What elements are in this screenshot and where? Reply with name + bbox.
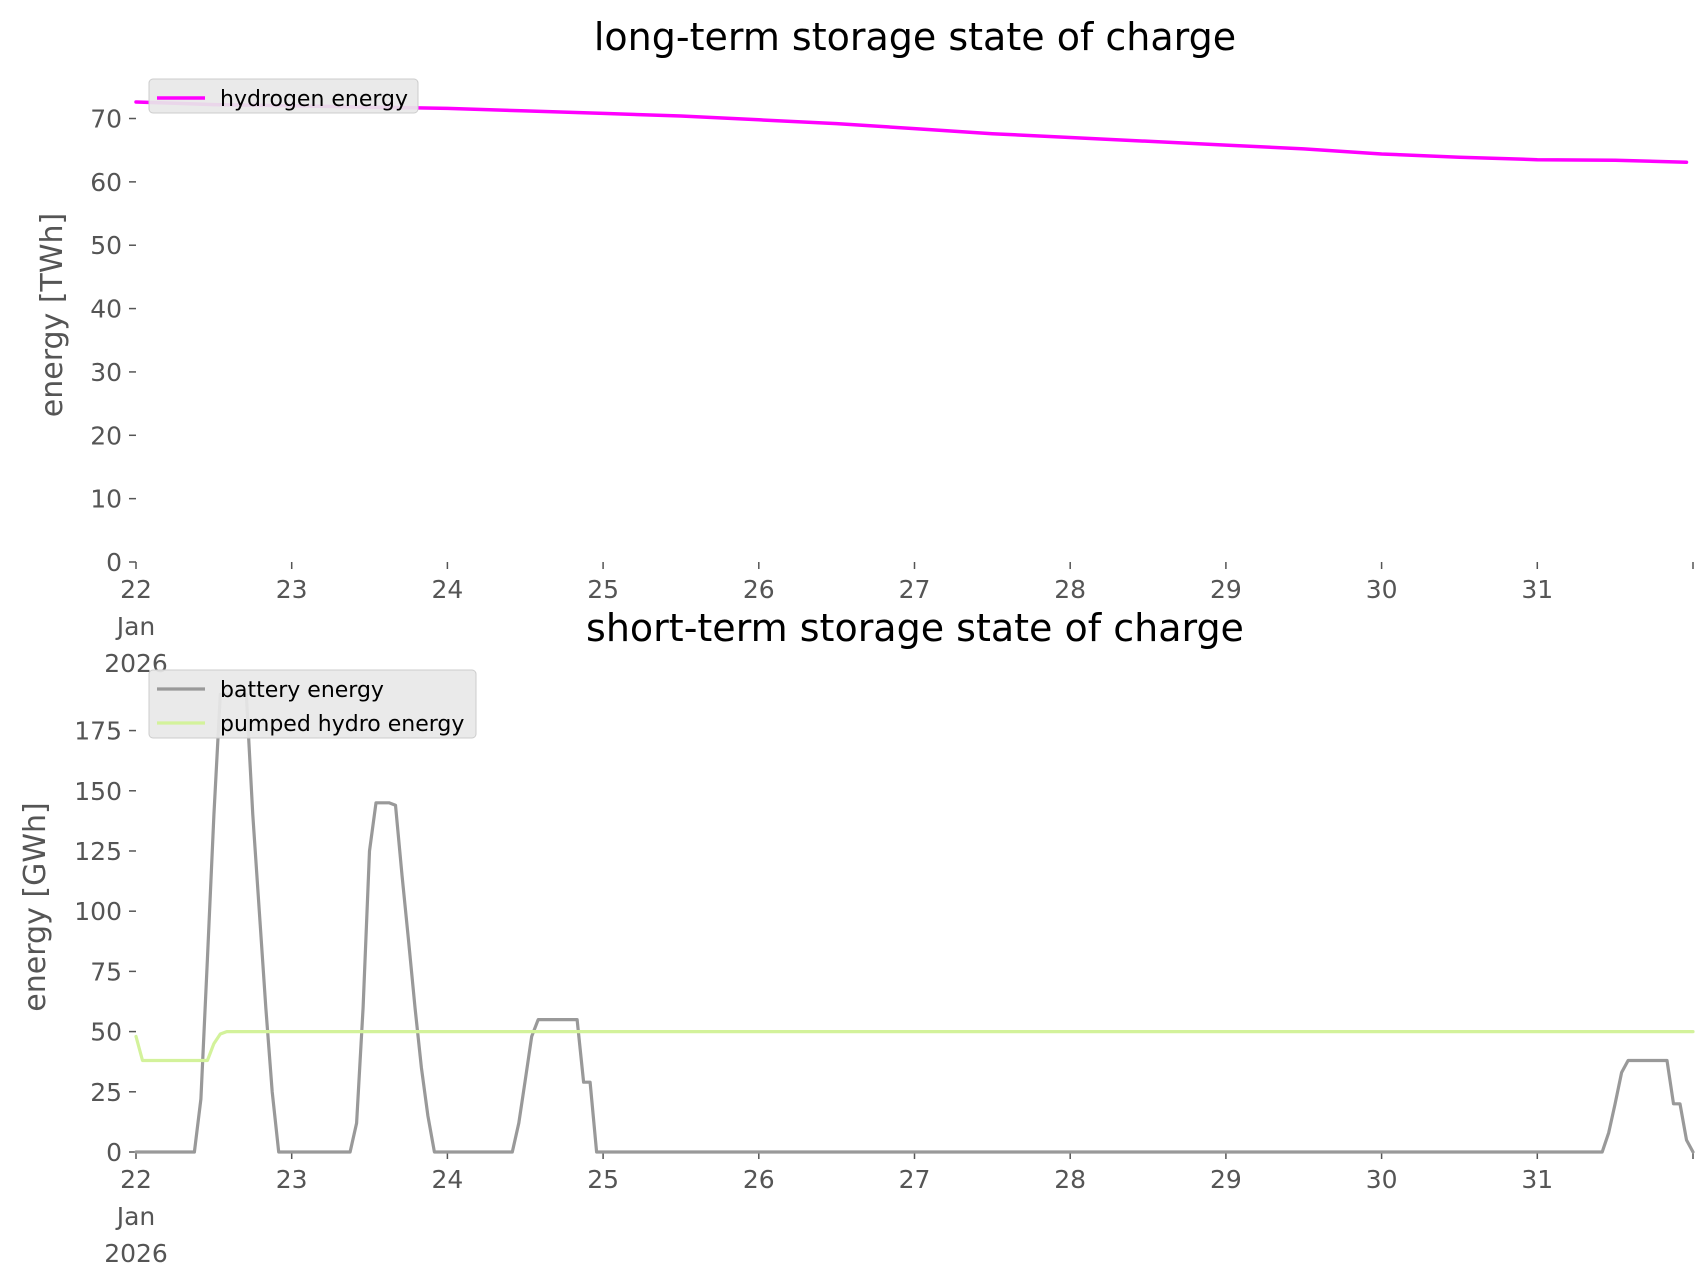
legend: battery energy pumped hydro energy — [148, 669, 477, 739]
x-tick-label: 30 — [1366, 575, 1398, 604]
series-line-pumped-hydro-energy — [134, 1029, 1695, 1063]
y-tick-label: 30 — [90, 358, 122, 387]
legend-box — [148, 78, 419, 114]
x-tick-label: 24 — [431, 1165, 463, 1194]
legend-label: hydrogen energy — [220, 87, 408, 112]
x-tick-label: 28 — [1054, 1165, 1086, 1194]
legend-label: pumped hydro energy — [220, 712, 464, 737]
short-term-chart-panel: short-term storage state of charge energ… — [18, 606, 1695, 1268]
x-tick-label: 25 — [587, 575, 619, 604]
x-tick-label: 24 — [431, 575, 463, 604]
y-tick-label: 100 — [74, 897, 122, 926]
y-tick-label: 10 — [90, 485, 122, 514]
y-tick-label: 125 — [74, 837, 122, 866]
x-tick-label: 26 — [743, 575, 775, 604]
y-axis-label: energy [TWh] — [35, 213, 70, 417]
legend-label: battery energy — [220, 678, 384, 703]
y-tick-label: 25 — [90, 1078, 122, 1107]
axis-ticks: 0 25 50 75 100 125 150 175 22 Jan 2026 23 24 25 26 27 28… — [74, 717, 1694, 1268]
y-tick-label: 50 — [90, 231, 122, 260]
chart-title: long-term storage state of charge — [594, 15, 1236, 59]
x-tick-label: 27 — [899, 575, 931, 604]
x-tick-label: Jan — [115, 1202, 156, 1231]
x-tick-label: 28 — [1054, 575, 1086, 604]
y-tick-label: 75 — [90, 957, 122, 986]
long-term-chart-panel: long-term storage state of charge energy… — [35, 15, 1694, 678]
x-tick-label: 27 — [899, 1165, 931, 1194]
x-tick-label: 22 — [120, 1165, 152, 1194]
x-tick-label: 23 — [276, 575, 308, 604]
x-tick-label: 26 — [743, 1165, 775, 1194]
y-tick-label: 60 — [90, 168, 122, 197]
y-axis-label: energy [GWh] — [18, 802, 53, 1011]
x-tick-label: 2026 — [104, 1239, 168, 1268]
legend: hydrogen energy — [148, 78, 419, 114]
y-tick-label: 175 — [74, 717, 122, 746]
y-tick-label: 20 — [90, 421, 122, 450]
legend-box — [148, 669, 477, 739]
x-tick-label: 30 — [1366, 1165, 1398, 1194]
y-tick-label: 0 — [106, 1138, 122, 1167]
y-tick-label: 0 — [106, 548, 122, 577]
plot-lines — [134, 692, 1695, 1154]
x-tick-label: 29 — [1210, 1165, 1242, 1194]
series-line-battery-energy — [134, 692, 1695, 1154]
x-tick-label: 29 — [1210, 575, 1242, 604]
x-tick-label: 31 — [1521, 575, 1553, 604]
y-tick-label: 150 — [74, 777, 122, 806]
chart-title: short-term storage state of charge — [586, 606, 1244, 650]
x-tick-label: 23 — [276, 1165, 308, 1194]
x-tick-label: 31 — [1521, 1165, 1553, 1194]
x-tick-label: 22 — [120, 575, 152, 604]
y-tick-label: 50 — [90, 1018, 122, 1047]
y-tick-label: 70 — [90, 105, 122, 134]
y-tick-label: 40 — [90, 295, 122, 324]
x-tick-label: 25 — [587, 1165, 619, 1194]
x-tick-label: Jan — [115, 612, 156, 641]
